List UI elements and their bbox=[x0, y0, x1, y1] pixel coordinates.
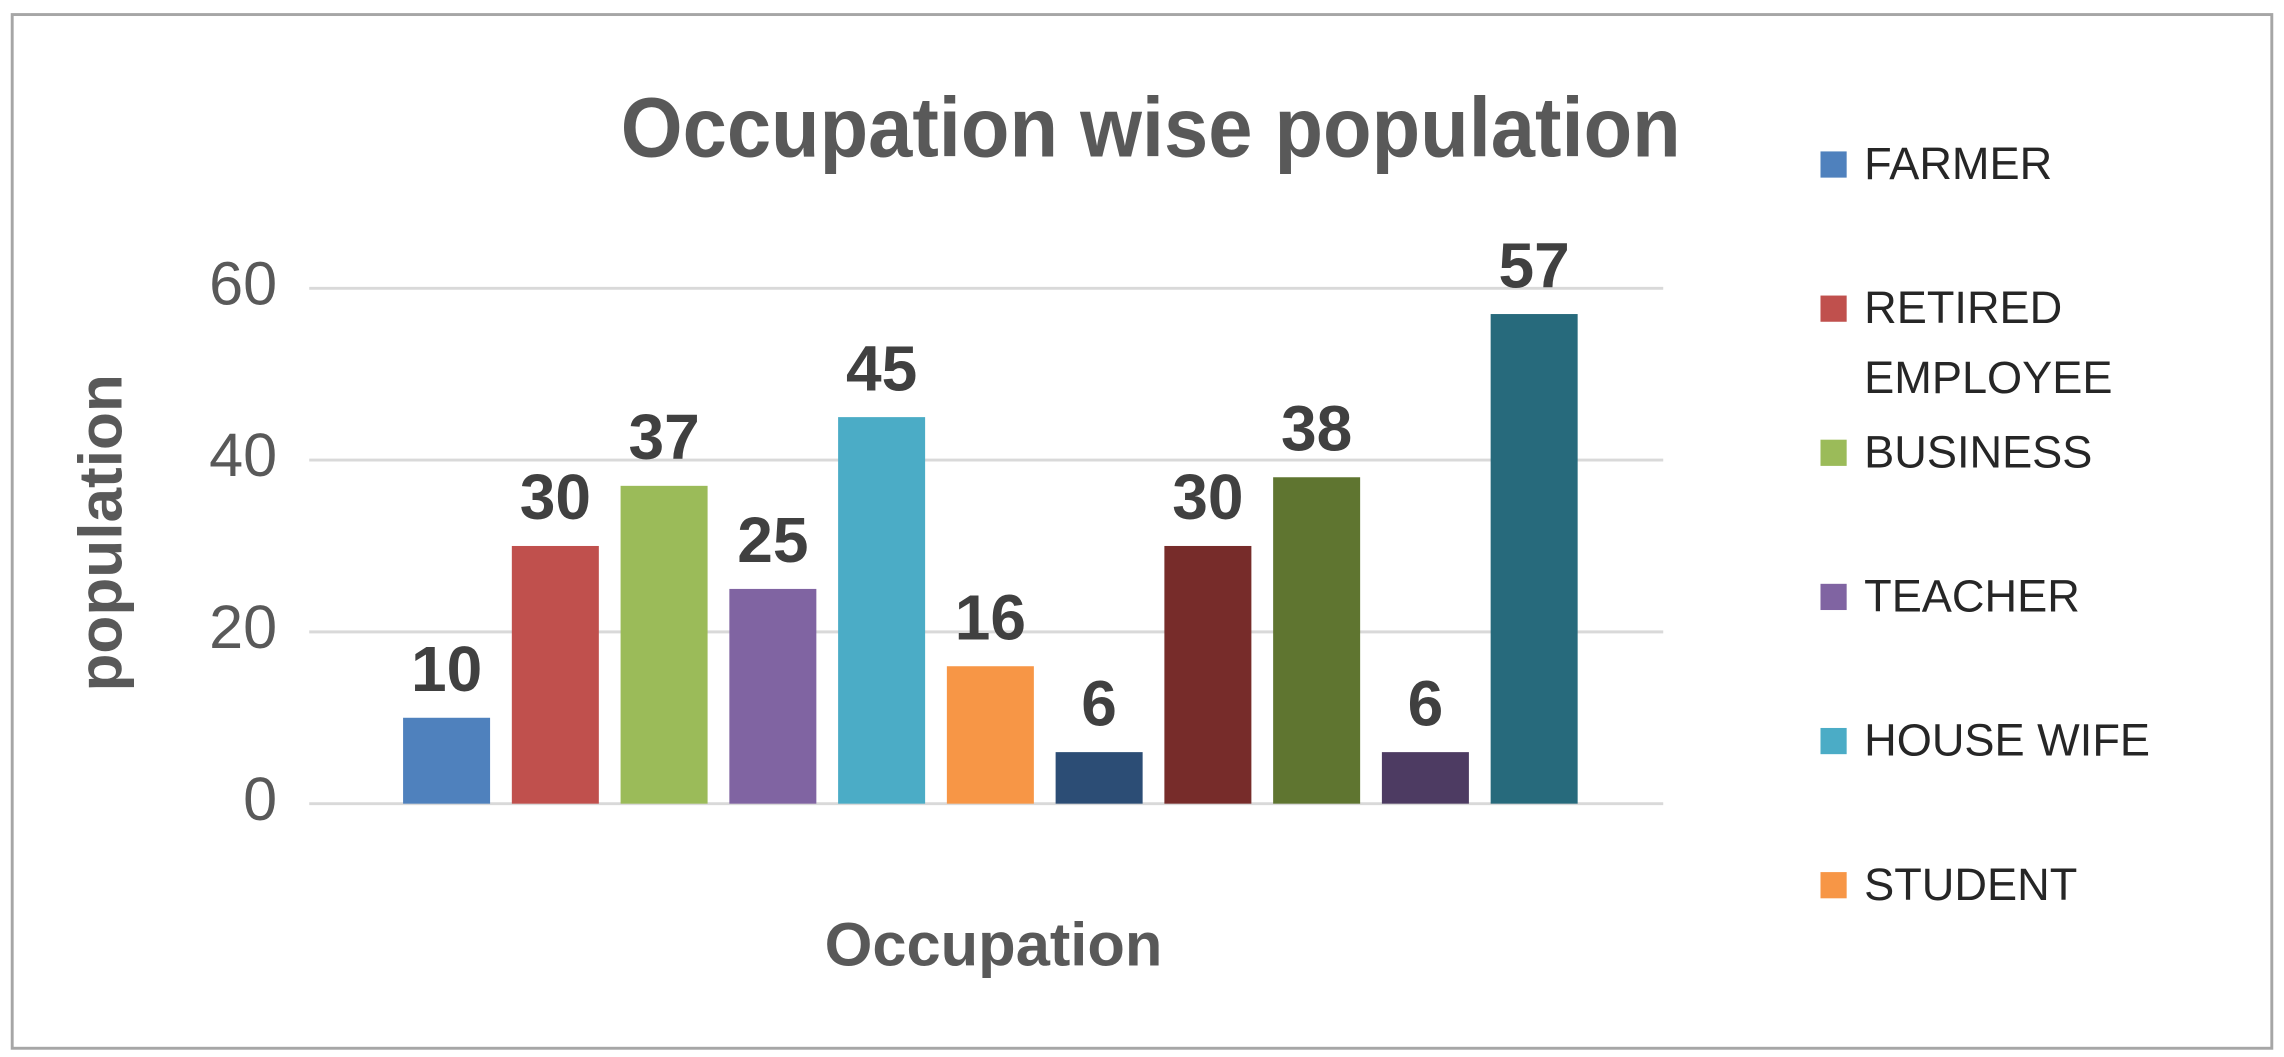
bar bbox=[1381, 752, 1469, 804]
legend-swatch bbox=[1820, 295, 1847, 322]
bar bbox=[620, 485, 708, 804]
bar bbox=[511, 545, 599, 804]
data-label: 25 bbox=[737, 504, 808, 576]
bar bbox=[403, 717, 491, 804]
y-tick-label: 20 bbox=[209, 593, 277, 661]
bar bbox=[729, 588, 817, 804]
data-label: 30 bbox=[1172, 461, 1243, 533]
legend-item: HOUSE WIFE bbox=[1820, 706, 2169, 776]
bar bbox=[1055, 752, 1143, 804]
legend-item: BUSINESS bbox=[1820, 418, 2169, 488]
legend-swatch bbox=[1820, 151, 1847, 178]
legend-label: BUSINESS bbox=[1864, 426, 2093, 478]
legend-label: HOUSE WIFE bbox=[1864, 714, 2150, 766]
data-label: 16 bbox=[955, 581, 1026, 653]
data-label: 30 bbox=[520, 461, 591, 533]
data-label: 45 bbox=[846, 332, 917, 404]
data-label: 57 bbox=[1499, 229, 1570, 301]
data-label: 37 bbox=[628, 401, 699, 473]
chart-border bbox=[10, 13, 2274, 1050]
y-axis-label: population bbox=[67, 374, 135, 691]
legend-swatch bbox=[1820, 872, 1847, 899]
bar bbox=[1273, 477, 1361, 804]
bar bbox=[838, 417, 926, 804]
legend-label: STUDENT bbox=[1864, 858, 2078, 910]
x-axis-label: Occupation bbox=[825, 910, 1163, 978]
legend-swatch bbox=[1820, 439, 1847, 466]
y-tick-label: 40 bbox=[209, 421, 277, 489]
y-tick-label: 0 bbox=[243, 765, 277, 833]
legend-swatch bbox=[1820, 583, 1847, 611]
chart-title: Occupation wise population bbox=[621, 80, 1681, 174]
legend-swatch bbox=[1820, 727, 1847, 755]
legend-item: RETIRED EMPLOYEE bbox=[1820, 274, 2169, 414]
legend-label: TEACHER bbox=[1864, 570, 2080, 622]
bar bbox=[1164, 545, 1252, 804]
y-tick-label: 60 bbox=[209, 249, 277, 317]
bar bbox=[946, 666, 1034, 804]
legend-item: STUDENT bbox=[1820, 850, 2169, 920]
bar bbox=[1490, 314, 1578, 804]
legend-label: RETIRED EMPLOYEE bbox=[1864, 282, 2113, 404]
data-label: 10 bbox=[411, 633, 482, 705]
legend: FARMER RETIRED EMPLOYEE BUSINESS TEACHER HOU… bbox=[1820, 0, 2257, 1057]
data-label: 38 bbox=[1281, 392, 1352, 464]
legend-item: TEACHER bbox=[1820, 562, 2169, 632]
legend-box: FARMER RETIRED EMPLOYEE BUSINESS TEACHER HOU… bbox=[1820, 0, 2257, 1057]
data-label: 6 bbox=[1408, 667, 1444, 739]
legend-item: FARMER bbox=[1820, 130, 2169, 200]
data-label: 6 bbox=[1081, 667, 1117, 739]
legend-label: FARMER bbox=[1864, 138, 2053, 190]
